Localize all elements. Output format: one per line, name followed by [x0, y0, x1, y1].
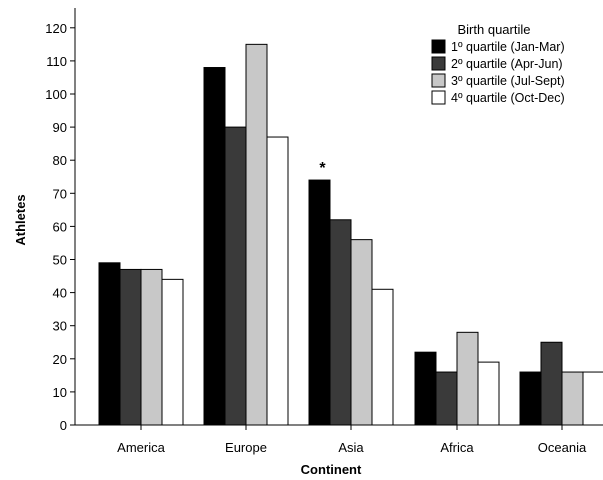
bar-series-2-africa	[435, 371, 458, 426]
x-axis-title: Continent	[301, 462, 362, 477]
y-tick-label: 80	[53, 153, 67, 168]
y-tick-label: 50	[53, 253, 67, 268]
bar-series-4-asia	[371, 288, 394, 426]
bar-series-2-europe	[224, 126, 247, 426]
bar-series-3-africa	[456, 331, 479, 426]
y-tick-label: 70	[53, 186, 67, 201]
y-tick-label: 90	[53, 120, 67, 135]
bar-series-1-america	[98, 262, 121, 426]
legend: Birth quartile 1º quartile (Jan-Mar) 2º qu…	[431, 22, 565, 105]
x-tick-label: America	[117, 440, 165, 455]
legend-swatch	[431, 39, 446, 54]
legend-label: 4º quartile (Oct-Dec)	[451, 91, 565, 105]
bar-series-4-america	[161, 278, 184, 426]
legend-label: 3º quartile (Jul-Sept)	[451, 74, 565, 88]
bar-series-1-oceania	[519, 371, 542, 426]
bar-series-3-oceania	[561, 371, 584, 426]
y-tick-label: 20	[53, 352, 67, 367]
bar-series-3-europe	[245, 43, 268, 426]
legend-swatch	[431, 73, 446, 88]
legend-swatch	[431, 56, 446, 71]
x-tick-label: Asia	[338, 440, 364, 455]
x-tick-label: Africa	[440, 440, 474, 455]
y-tick-label: 100	[45, 87, 67, 102]
bar-series-1-europe	[203, 67, 226, 426]
x-tick-label: Oceania	[538, 440, 587, 455]
y-axis-title: Athletes	[13, 194, 28, 245]
y-tick-label: 10	[53, 385, 67, 400]
x-tick-label: Europe	[225, 440, 267, 455]
bar-series-2-america	[119, 268, 142, 426]
bar-series-2-asia	[329, 219, 352, 426]
bar-series-4-oceania	[582, 371, 603, 426]
legend-swatch	[431, 90, 446, 105]
annotations: *	[319, 160, 326, 177]
bar-series-2-oceania	[540, 341, 563, 426]
y-axis: 0 10 20 30 40 50 60 70 80 90 100 110 120	[45, 8, 76, 433]
y-tick-label: 30	[53, 319, 67, 334]
bar-series-1-asia	[308, 179, 331, 426]
legend-label: 1º quartile (Jan-Mar)	[451, 40, 565, 54]
bar-series-3-america	[140, 268, 163, 426]
bar-series-4-europe	[266, 136, 289, 426]
x-axis: America Europe Asia Africa Oceania	[75, 424, 600, 455]
bar-series-3-asia	[350, 239, 373, 426]
bar-series-1-africa	[414, 351, 437, 426]
significance-marker: *	[319, 160, 326, 177]
bars	[98, 43, 603, 426]
legend-label: 2º quartile (Apr-Jun)	[451, 57, 563, 71]
y-tick-label: 0	[60, 418, 67, 433]
y-tick-label: 120	[45, 21, 67, 36]
y-tick-label: 110	[46, 54, 67, 69]
y-tick-label: 40	[53, 286, 67, 301]
y-tick-label: 60	[53, 219, 67, 234]
legend-title: Birth quartile	[458, 22, 531, 37]
bar-series-4-africa	[477, 361, 500, 426]
